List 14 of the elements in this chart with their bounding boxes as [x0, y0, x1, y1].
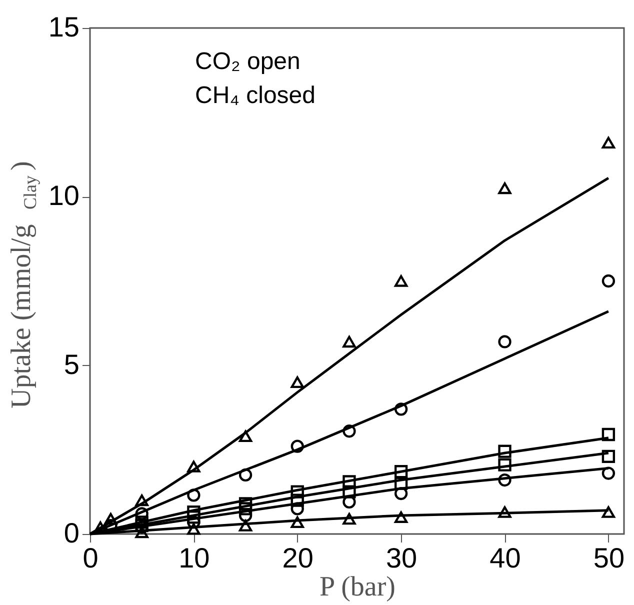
x-tick-label: 30	[386, 542, 418, 574]
x-tick-label: 20	[282, 542, 314, 574]
annotation: CO₂ open	[195, 48, 300, 75]
x-tick-label: 50	[593, 542, 625, 574]
x-tick-label: 0	[82, 542, 98, 574]
y-tick-label: 10	[48, 180, 80, 212]
y-tick-label: 5	[64, 348, 80, 380]
y-tick-label: 15	[48, 12, 80, 42]
x-axis-title: P (bar)	[320, 572, 396, 602]
y-tick-label: 0	[64, 518, 80, 548]
x-tick-label: 40	[490, 542, 521, 574]
annotation: CH₄ closed	[195, 82, 316, 109]
y-axis-title: Uptake (mmol/gClay)	[6, 161, 40, 408]
x-tick-label: 10	[178, 542, 210, 574]
